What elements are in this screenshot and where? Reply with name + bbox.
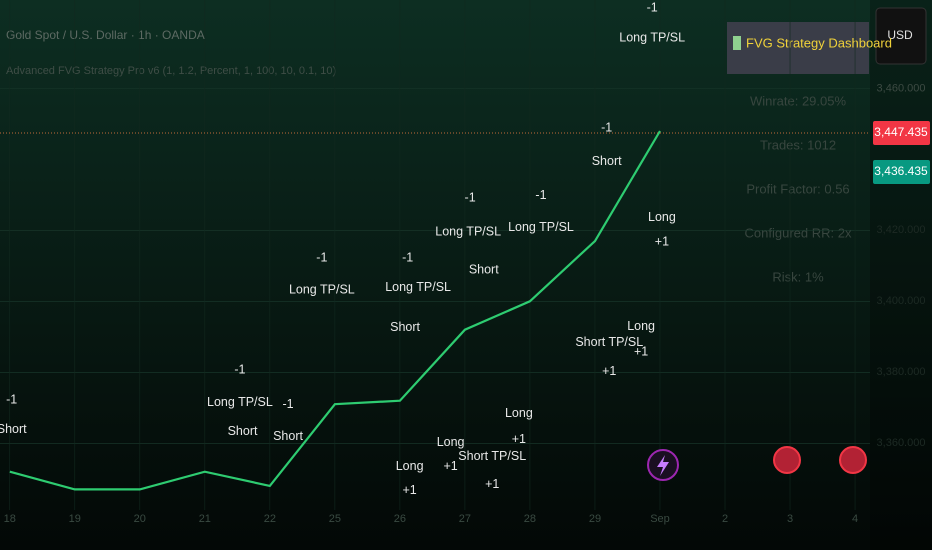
dashboard-rows: Winrate: 29.05% Trades: 1012 Profit Factor… bbox=[745, 93, 852, 284]
signal-annotation: -1 bbox=[601, 120, 612, 134]
signal-annotation: Long TP/SL bbox=[435, 224, 501, 238]
x-tick-label: 26 bbox=[394, 513, 406, 525]
currency[interactable]: USD bbox=[887, 28, 913, 42]
signal-annotation: Short bbox=[0, 422, 27, 436]
signal-annotation: +1 bbox=[485, 477, 499, 491]
x-tick-label: Sep bbox=[650, 513, 670, 525]
signal-annotation: -1 bbox=[465, 190, 476, 204]
dashboard-row: Winrate: 29.05% bbox=[750, 93, 847, 108]
signal-annotation: +1 bbox=[403, 483, 417, 497]
price-label: 3,447.435 bbox=[874, 125, 928, 139]
signal-annotation: +1 bbox=[634, 344, 648, 358]
x-tick-label: 3 bbox=[787, 513, 793, 525]
x-tick-label: 29 bbox=[589, 513, 601, 525]
y-tick-label: 3,420.000 bbox=[877, 224, 926, 236]
signal-annotation: -1 bbox=[6, 392, 17, 406]
x-tick-label: 25 bbox=[329, 513, 341, 525]
signal-annotation: Short TP/SL bbox=[458, 449, 526, 463]
price-axis bbox=[870, 0, 932, 550]
signal-annotation: Long TP/SL bbox=[385, 280, 451, 294]
signal-annotation: Short bbox=[469, 262, 499, 276]
y-tick-label: 3,400.000 bbox=[877, 295, 926, 307]
price-label-box bbox=[873, 160, 930, 185]
signal-annotation: Long TP/SL bbox=[207, 395, 273, 409]
signal-annotation: -1 bbox=[402, 250, 413, 264]
signal-annotation: Long bbox=[627, 319, 655, 333]
signal-annotation: Short bbox=[228, 424, 258, 438]
x-tick-label: 28 bbox=[524, 513, 536, 525]
flag-icon[interactable] bbox=[839, 446, 867, 474]
signal-annotation: Long bbox=[648, 210, 676, 224]
dashboard-title: FVG Strategy Dashboard bbox=[746, 35, 892, 50]
symbol-title: Gold Spot / U.S. Dollar · 1h · OANDA bbox=[6, 28, 205, 42]
dashboard-row: Profit Factor: 0.56 bbox=[746, 181, 849, 196]
currency-box[interactable] bbox=[875, 7, 927, 65]
y-tick-label: 3,460.000 bbox=[877, 82, 926, 94]
signal-annotation: +1 bbox=[512, 432, 526, 446]
signal-annotation: Short bbox=[390, 320, 420, 334]
signal-annotation: Short bbox=[273, 429, 303, 443]
dashboard-row: Trades: 1012 bbox=[760, 137, 836, 152]
dashboard-header bbox=[727, 22, 869, 74]
signal-annotation: +1 bbox=[443, 459, 457, 473]
dashboard-row: Risk: 1% bbox=[772, 269, 824, 284]
signal-annotation: -1 bbox=[234, 362, 245, 376]
dashboard-row: Configured RR: 2x bbox=[745, 225, 852, 240]
x-tick-label: 19 bbox=[69, 513, 81, 525]
signal-annotation: Long TP/SL bbox=[619, 30, 685, 44]
x-tick-label: 4 bbox=[852, 513, 858, 525]
signal-annotation: -1 bbox=[647, 0, 658, 14]
x-tick-label: 2 bbox=[722, 513, 728, 525]
indicator-title: Advanced FVG Strategy Pro v6 (1, 1.2, Pe… bbox=[6, 65, 336, 77]
signal-annotation: Short TP/SL bbox=[575, 335, 643, 349]
y-tick-label: 3,360.000 bbox=[877, 437, 926, 449]
signal-annotation: -1 bbox=[535, 188, 546, 202]
x-tick-label: 27 bbox=[459, 513, 471, 525]
price-label-box bbox=[873, 120, 930, 145]
signal-annotation: -1 bbox=[316, 250, 327, 264]
flag-icon[interactable] bbox=[773, 446, 801, 474]
plot: -1 Short -1 Long TP/SL Short -1 Short -1 Long TP… bbox=[0, 0, 870, 510]
x-tick-label: 22 bbox=[264, 513, 276, 525]
signal-annotation: Short bbox=[592, 154, 622, 168]
price-label: 3,436.435 bbox=[874, 164, 928, 178]
y-tick-label: 3,380.000 bbox=[877, 366, 926, 378]
signal-annotation: Long bbox=[396, 459, 424, 473]
price-line bbox=[9, 130, 661, 491]
signal-annotation: +1 bbox=[602, 364, 616, 378]
x-tick-label: 21 bbox=[199, 513, 211, 525]
signal-annotation: Long TP/SL bbox=[508, 220, 574, 234]
signal-annotation: Long bbox=[437, 435, 465, 449]
dashboard-icon bbox=[733, 36, 741, 50]
signal-annotation: Long bbox=[505, 406, 533, 420]
lightning bbox=[657, 455, 669, 476]
x-tick-label: 18 bbox=[4, 513, 16, 525]
signal-annotation: +1 bbox=[655, 234, 669, 248]
x-tick-label: 20 bbox=[134, 513, 146, 525]
signal-annotation: Long TP/SL bbox=[289, 282, 355, 296]
signal-annotation: -1 bbox=[282, 397, 293, 411]
